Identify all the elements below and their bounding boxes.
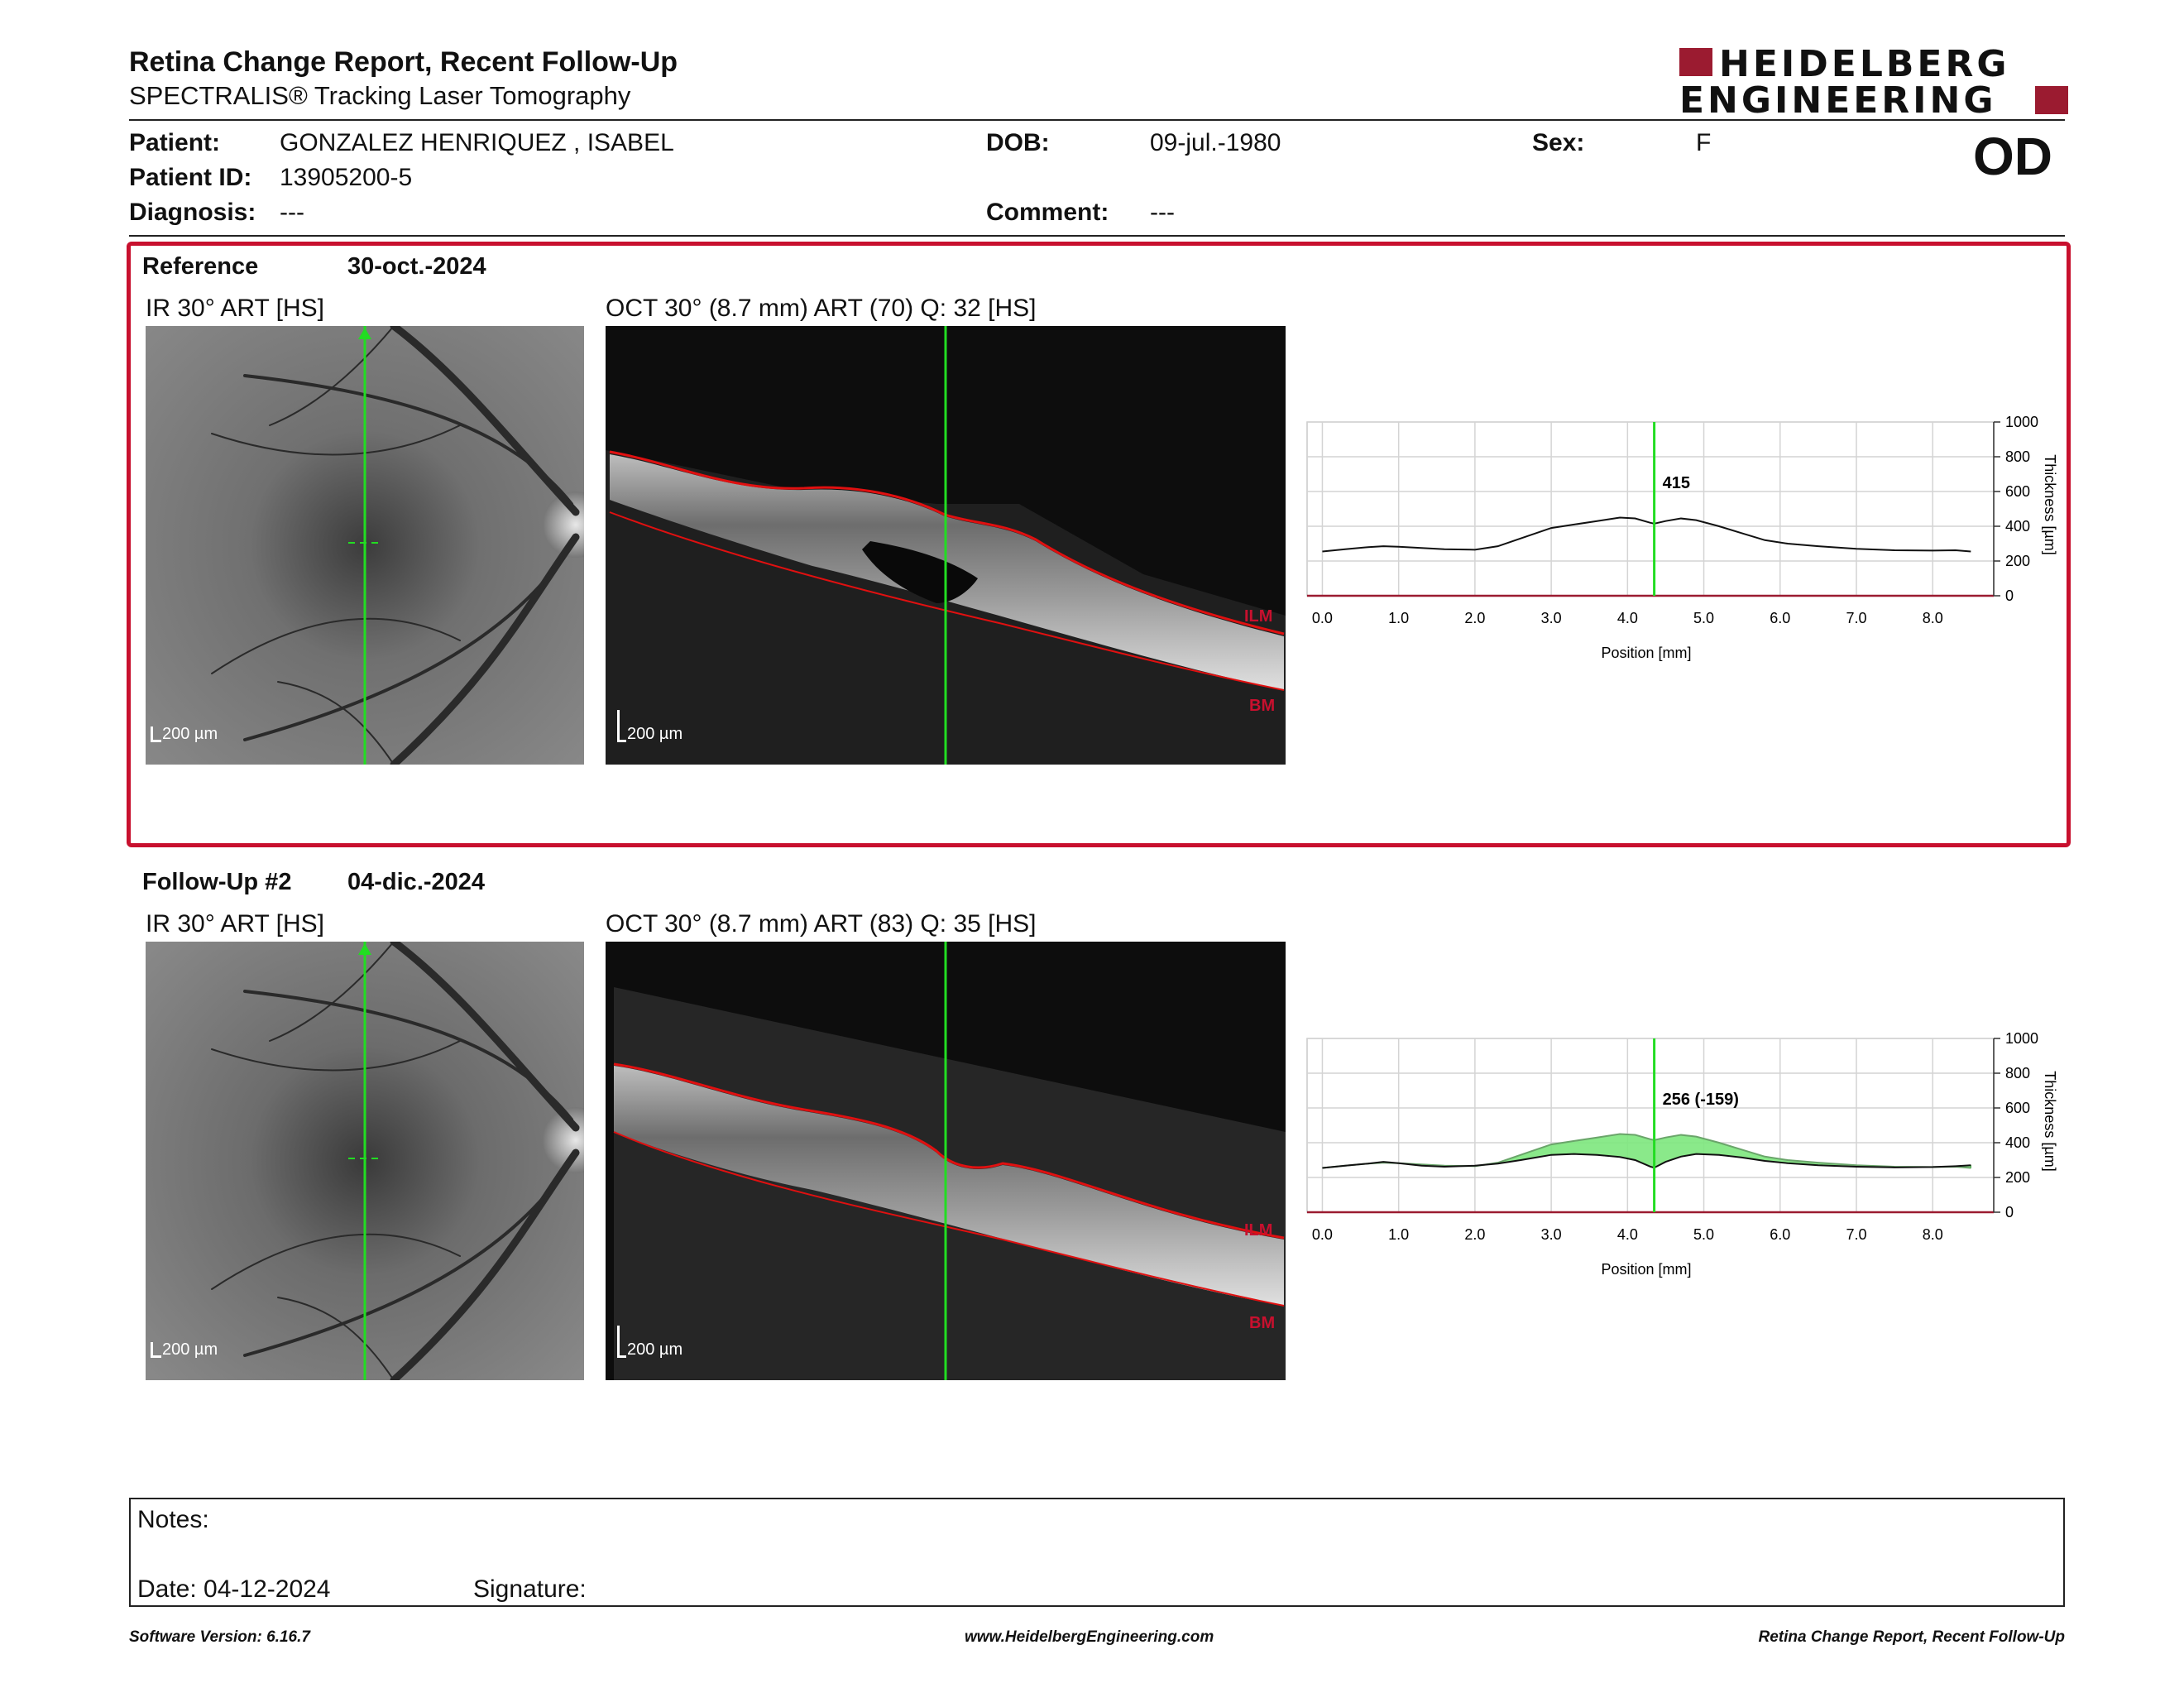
reference-xtick-label: 1.0: [1388, 610, 1409, 626]
followup-ilm-label: ILM: [1244, 1221, 1273, 1240]
followup-ytick-label: 0: [2005, 1204, 2014, 1220]
followup-ytick-label: 400: [2005, 1134, 2030, 1151]
followup-thickness-line: [1322, 1133, 1971, 1169]
reference-ilm-label: ILM: [1244, 607, 1273, 626]
reference-x-axis-label: Position [mm]: [1601, 645, 1691, 661]
reference-plot-frame: [1306, 421, 1995, 597]
reference-label: Reference: [142, 253, 259, 280]
followup-xtick-label: 7.0: [1846, 1226, 1866, 1243]
followup-ytick-label: 600: [2005, 1100, 2030, 1116]
followup-oct-caption: OCT 30° (8.7 mm) ART (83) Q: 35 [HS]: [606, 910, 1037, 938]
reference-ir-caption: IR 30° ART [HS]: [146, 295, 324, 322]
reference-bm-label: BM: [1249, 697, 1276, 715]
reference-ytick-label: 0: [2005, 587, 2014, 604]
reference-ytick-label: 600: [2005, 483, 2030, 500]
reference-xtick-label: 7.0: [1846, 610, 1866, 626]
patient-label: Patient:: [129, 129, 221, 156]
sex-label: Sex:: [1532, 129, 1585, 156]
heidelberg-logo: HEIDELBERG ENGINEERING: [1679, 43, 2068, 122]
software-version: Software Version: 6.16.7: [129, 1628, 310, 1646]
followup-ir-caption: IR 30° ART [HS]: [146, 910, 324, 938]
patient-id-label: Patient ID:: [129, 164, 252, 191]
followup-ytick-label: 200: [2005, 1169, 2030, 1186]
reference-xtick-label: 8.0: [1923, 610, 1943, 626]
reference-ytick-label: 200: [2005, 553, 2030, 569]
followup-xtick-label: 4.0: [1617, 1226, 1638, 1243]
scale-bar-icon: [617, 1326, 626, 1358]
eye-indicator: OD: [1973, 127, 2052, 186]
report-title: Retina Change Report, Recent Follow-Up: [129, 46, 678, 78]
followup-ytick-label: 800: [2005, 1065, 2030, 1081]
scale-bar-icon: [151, 1342, 161, 1358]
followup-xtick-label: 2.0: [1464, 1226, 1485, 1243]
notes-box[interactable]: Notes: Date: 04-12-2024 Signature:: [129, 1498, 2065, 1607]
logo-line2: ENGINEERING: [1679, 79, 1997, 122]
reference-oct-scale: 200 µm: [627, 725, 683, 743]
reference-xtick-label: 4.0: [1617, 610, 1638, 626]
followup-ytick-label: 1000: [2005, 1030, 2038, 1047]
followup-thickness-line: [1322, 1153, 1971, 1169]
patient-id: 13905200-5: [280, 164, 413, 191]
comment-value: ---: [1150, 199, 1175, 226]
footer-report-name: Retina Change Report, Recent Follow-Up: [1758, 1628, 2065, 1646]
followup-thickness-value: 256 (-159): [1663, 1091, 1739, 1109]
followup-y-axis-label: Thickness [µm]: [2042, 1071, 2058, 1171]
reference-thickness-chart: 0.0 1.0 2.0 3.0 4.0 5.0 6.0 7.0 8.0 0 200 400 600 80…: [1306, 414, 2058, 661]
reference-thickness-line: [1322, 516, 1971, 553]
followup-xtick-label: 1.0: [1388, 1226, 1409, 1243]
followup-date: 04-dic.-2024: [347, 869, 486, 895]
followup-oct-scale: 200 µm: [627, 1340, 683, 1359]
reference-xtick-label: 2.0: [1464, 610, 1485, 626]
logo-line1: HEIDELBERG: [1719, 43, 2010, 85]
diagnosis-value: ---: [280, 199, 304, 226]
scale-bar-icon: [151, 727, 161, 742]
sex-value: F: [1696, 129, 1712, 156]
followup-thickness-chart: 0.0 1.0 2.0 3.0 4.0 5.0 6.0 7.0 8.0 0 200 400 600 80…: [1306, 1030, 2058, 1278]
followup-xtick-label: 6.0: [1770, 1226, 1790, 1243]
scale-bar-icon: [617, 710, 626, 742]
reference-ir-scale: 200 µm: [162, 725, 218, 743]
reference-y-axis-label: Thickness [µm]: [2042, 454, 2058, 554]
diagnosis-label: Diagnosis:: [129, 199, 256, 226]
date-label: Date: 04-12-2024: [137, 1575, 331, 1603]
followup-label: Follow-Up #2: [142, 869, 292, 895]
reference-oct-caption: OCT 30° (8.7 mm) ART (70) Q: 32 [HS]: [606, 295, 1037, 322]
followup-x-axis-label: Position [mm]: [1601, 1261, 1691, 1278]
reference-thickness-value: 415: [1663, 474, 1690, 492]
reference-xtick-label: 6.0: [1770, 610, 1790, 626]
dob-value: 09-jul.-1980: [1150, 129, 1281, 156]
followup-plot-frame: [1306, 1038, 1995, 1213]
signature-label: Signature:: [473, 1575, 587, 1603]
notes-label: Notes:: [137, 1506, 209, 1533]
patient-divider: [129, 235, 2065, 237]
followup-ir-scale: 200 µm: [162, 1340, 218, 1359]
reference-xtick-label: 0.0: [1312, 610, 1333, 626]
followup-xtick-label: 0.0: [1312, 1226, 1333, 1243]
reference-ytick-label: 800: [2005, 448, 2030, 465]
reference-ytick-label: 400: [2005, 518, 2030, 535]
followup-ir-image: 200 µm: [146, 942, 584, 1380]
followup-xtick-label: 5.0: [1693, 1226, 1714, 1243]
followup-xtick-label: 8.0: [1923, 1226, 1943, 1243]
dob-label: DOB:: [986, 129, 1050, 156]
comment-label: Comment:: [986, 199, 1109, 226]
reference-panel: [127, 242, 2071, 847]
followup-bm-label: BM: [1249, 1314, 1276, 1332]
followup-oct-image: ILM BM 200 µm: [606, 942, 1286, 1380]
reference-xtick-label: 3.0: [1541, 610, 1562, 626]
followup-xtick-label: 3.0: [1541, 1226, 1562, 1243]
patient-name: GONZALEZ HENRIQUEZ , ISABEL: [280, 129, 674, 156]
reference-xtick-label: 5.0: [1693, 610, 1714, 626]
reference-oct-image: ILM BM 200 µm: [606, 326, 1286, 765]
reference-date: 30-oct.-2024: [347, 253, 486, 280]
header-divider: [129, 119, 2065, 121]
reference-ir-image: 200 µm: [146, 326, 584, 765]
website-link[interactable]: www.HeidelbergEngineering.com: [965, 1628, 1214, 1646]
reference-ytick-label: 1000: [2005, 414, 2038, 430]
report-subtitle: SPECTRALIS® Tracking Laser Tomography: [129, 81, 631, 110]
